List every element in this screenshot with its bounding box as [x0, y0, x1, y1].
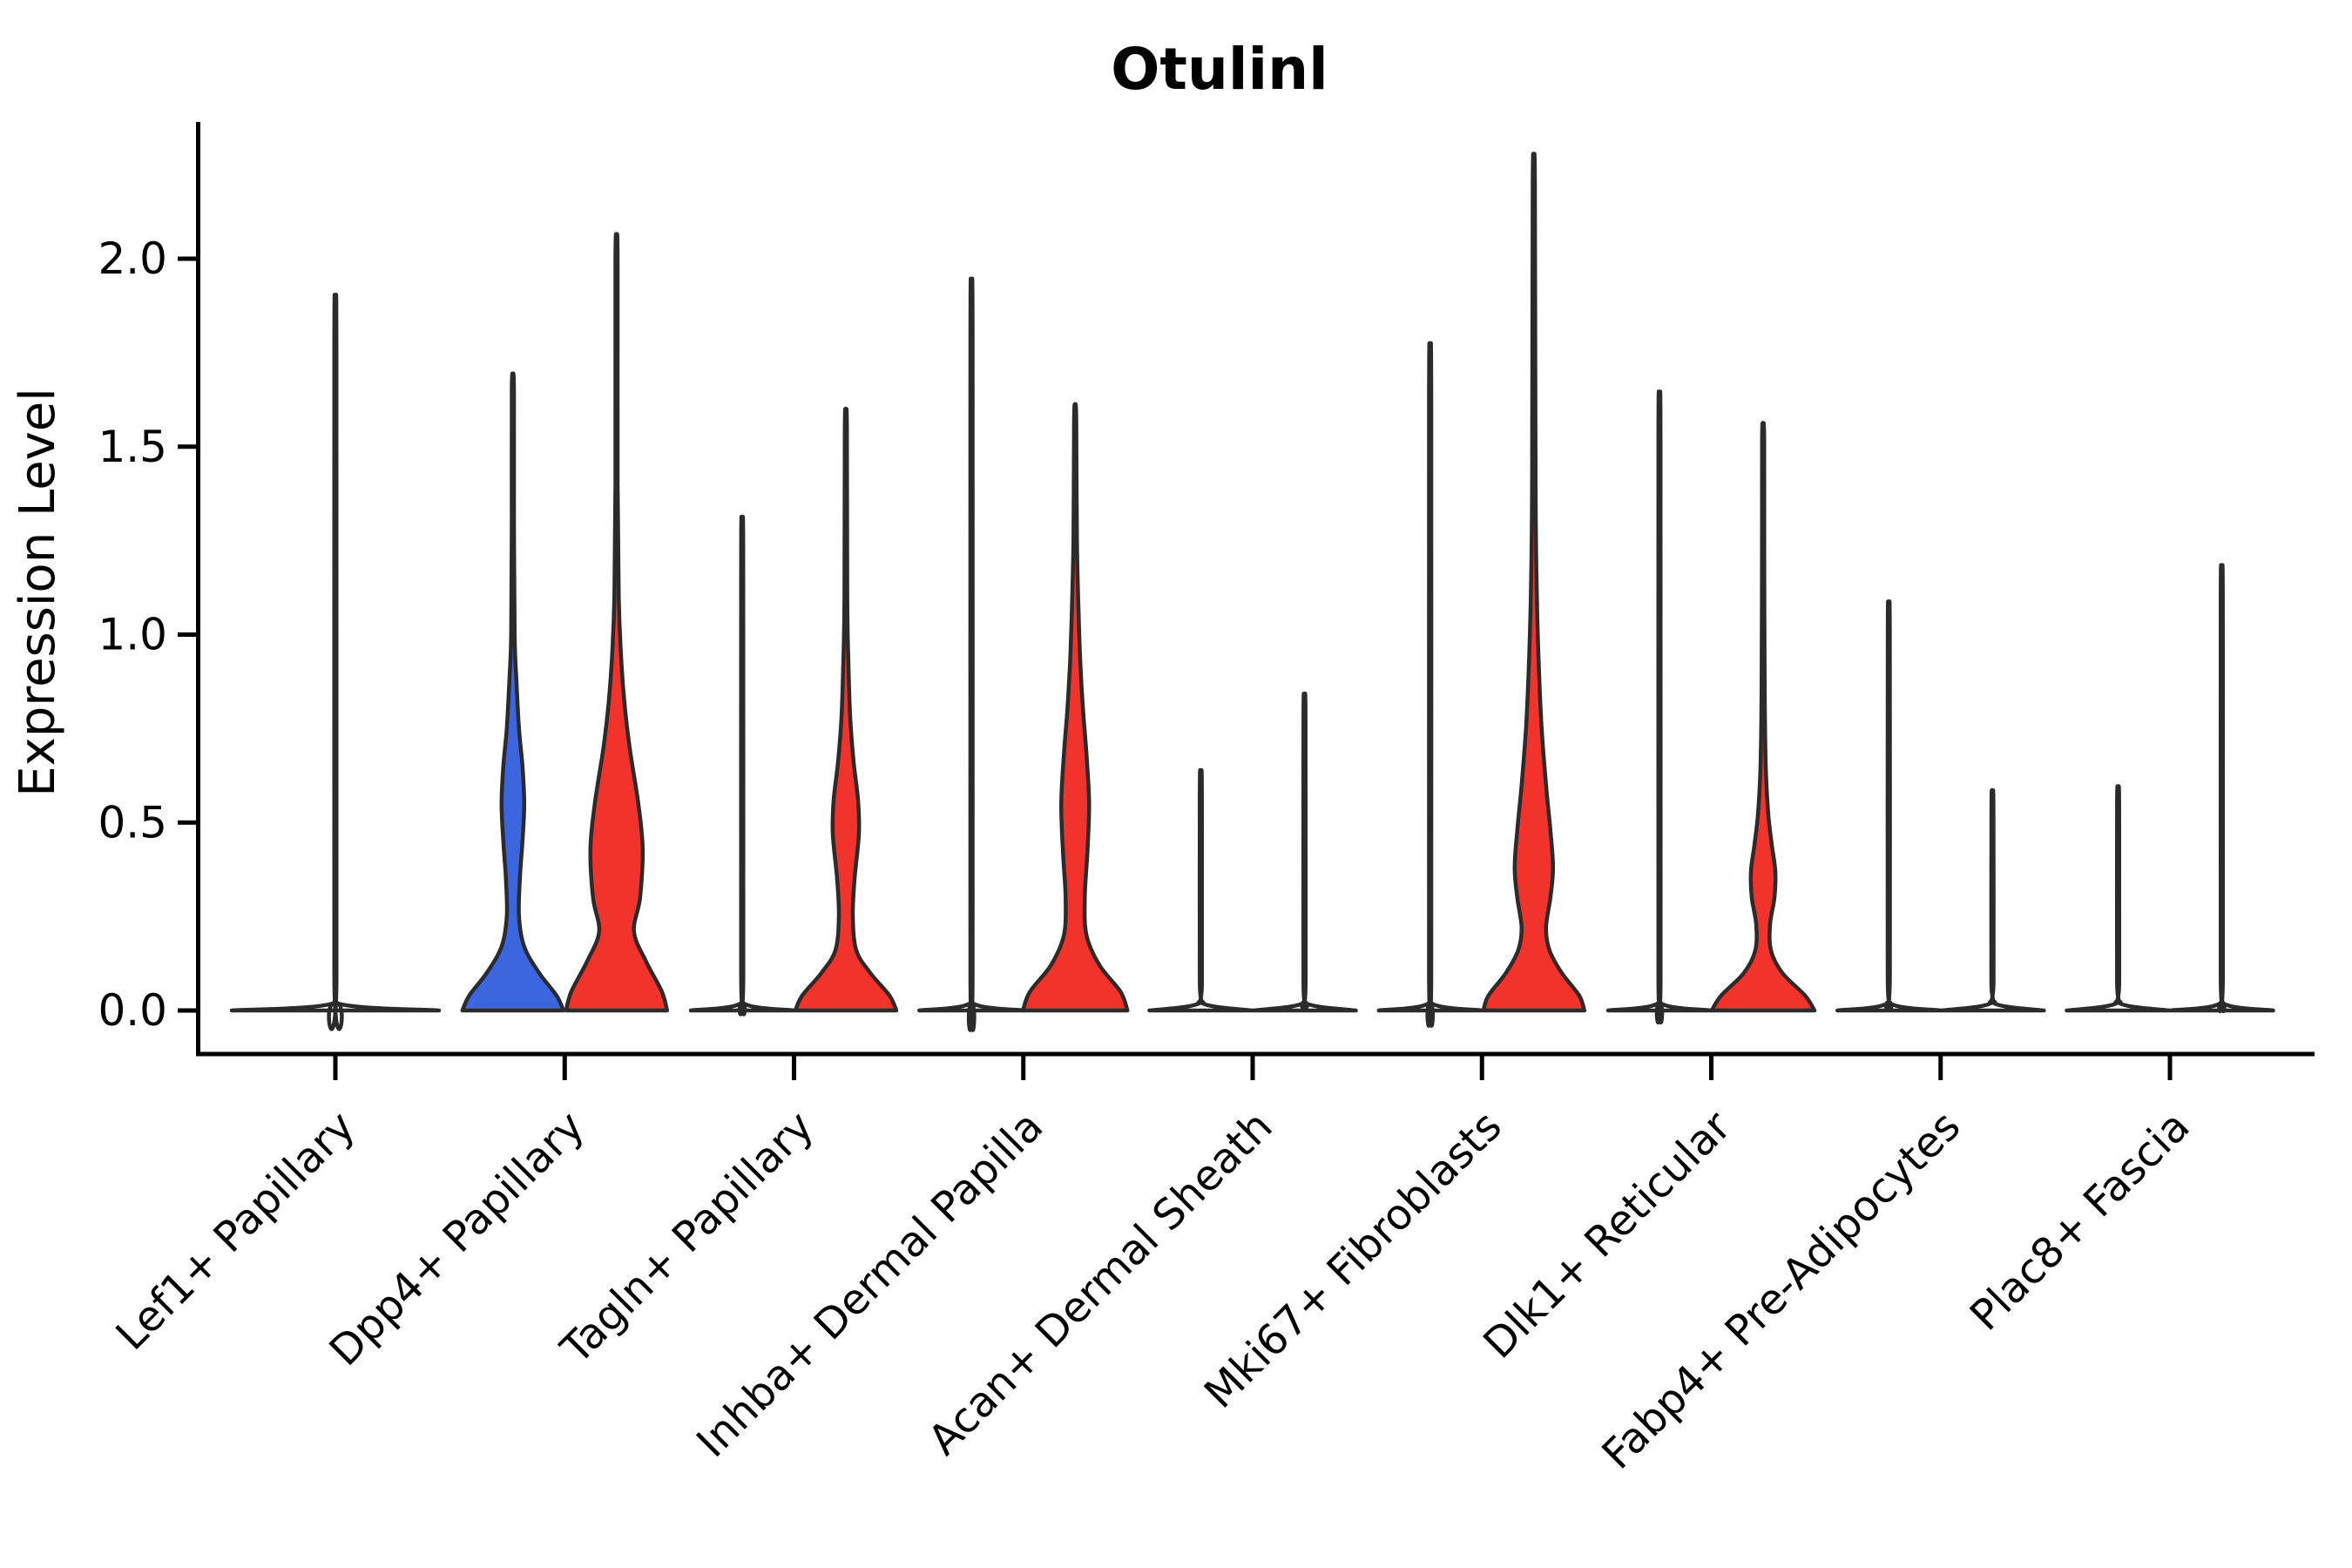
x-tick-label-plac8-fascia: Plac8+ Fascia [1961, 1102, 2200, 1341]
y-tick-label-1.0: 1.0 [98, 610, 167, 660]
y-tick-label-0.5: 0.5 [98, 797, 167, 848]
violin-fabp4-pre-adipocytes-left [1835, 599, 1943, 1013]
violins-layer [229, 152, 2275, 1032]
violin-lef1-papillary-center [229, 293, 442, 1031]
violin-mki67-fibroblasts-left [1376, 341, 1484, 1028]
x-tick-label-dpp4-papillary: Dpp4+ Papillary [321, 1102, 594, 1375]
violin-dpp4-papillary-left [460, 371, 566, 1013]
x-tick-label-lef1-papillary: Lef1+ Papillary [107, 1102, 365, 1360]
violin-acan-dermal-sheath-left [1147, 767, 1254, 1013]
x-tick-label-tagln-papillary: Tagln+ Papillary [551, 1102, 823, 1374]
violin-dpp4-papillary-right [564, 232, 670, 1013]
y-tick-label-0.0: 0.0 [98, 985, 167, 1036]
violin-dlk1-reticular-right [1709, 421, 1817, 1013]
y-axis-label: Expression Level [10, 388, 66, 797]
violin-inhba-dermal-papilla-right [1021, 402, 1130, 1013]
violin-acan-dermal-sheath-right [1251, 691, 1358, 1013]
y-tick-label-2.0: 2.0 [98, 233, 167, 284]
violin-dlk1-reticular-left [1605, 389, 1713, 1025]
plot-title: Otulinl [1111, 36, 1328, 103]
violin-tagln-papillary-right [793, 407, 899, 1013]
violin-plac8-fascia-right [2168, 563, 2275, 1013]
violin-plac8-fascia-left [2065, 784, 2172, 1013]
x-tick-label-dlk1-reticular: Dlk1+ Reticular [1474, 1102, 1740, 1369]
violin-inhba-dermal-papilla-left [917, 276, 1026, 1032]
violin-tagln-papillary-left [688, 514, 796, 1017]
y-tick-label-1.5: 1.5 [98, 422, 167, 472]
violin-fabp4-pre-adipocytes-right [1939, 788, 2046, 1013]
violin-mki67-fibroblasts-right [1481, 152, 1587, 1013]
